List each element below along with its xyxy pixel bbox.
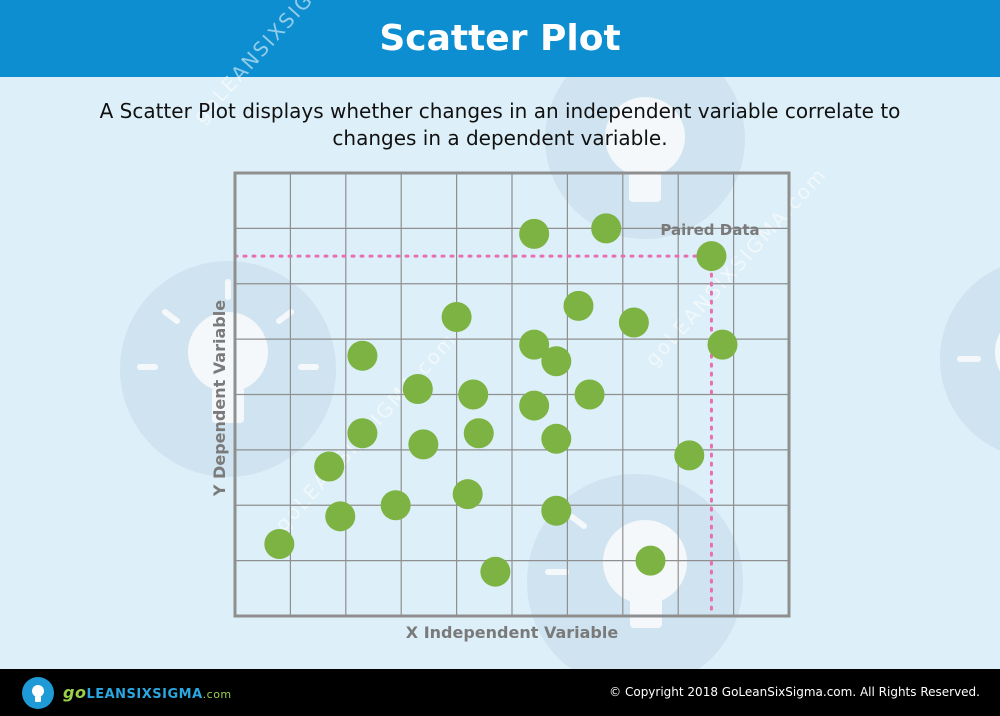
- brand-logo: goLEANSIXSIGMA.com: [63, 683, 232, 702]
- data-point: [347, 340, 378, 371]
- data-point: [519, 390, 550, 421]
- data-point: [707, 329, 738, 360]
- lightbulb-icon: [940, 267, 1000, 451]
- title-bar: Scatter Plot: [0, 0, 1000, 77]
- paired-data-guides: [233, 254, 713, 618]
- data-point: [541, 346, 572, 377]
- data-points: [264, 213, 738, 587]
- scatter-chart: X Independent Variable Y Dependent Varia…: [210, 171, 791, 642]
- data-point: [463, 418, 494, 449]
- data-point: [325, 501, 356, 532]
- data-point: [541, 495, 572, 526]
- paired-data-point: [696, 241, 727, 272]
- data-point: [519, 218, 550, 249]
- x-axis-label: X Independent Variable: [406, 623, 619, 642]
- data-point: [635, 545, 666, 576]
- copyright-text: © Copyright 2018 GoLeanSixSigma.com. All…: [609, 685, 980, 699]
- data-point: [541, 423, 572, 454]
- background-decoration: [120, 77, 1000, 669]
- data-point: [264, 529, 295, 560]
- data-point: [402, 373, 433, 404]
- data-point: [563, 290, 594, 321]
- paired-data-label: Paired Data: [660, 221, 759, 239]
- lightbulb-logo-icon: [22, 677, 54, 709]
- logo-com-text: .com: [202, 688, 232, 701]
- plot-frame: [233, 171, 791, 618]
- data-point: [574, 379, 605, 410]
- data-point: [674, 440, 705, 471]
- footer-bar: goLEANSIXSIGMA.com © Copyright 2018 GoLe…: [0, 669, 1000, 716]
- data-point: [380, 490, 411, 521]
- data-point: [591, 213, 622, 244]
- page-title: Scatter Plot: [379, 18, 621, 59]
- data-point: [441, 301, 472, 332]
- grid: [235, 173, 789, 616]
- data-point: [458, 379, 489, 410]
- logo-go-text: go: [63, 683, 87, 702]
- data-point: [618, 307, 649, 338]
- logo-name-text: LEANSIXSIGMA: [86, 687, 203, 702]
- description-text: A Scatter Plot displays whether changes …: [99, 99, 901, 150]
- lightbulb-icon: [545, 77, 745, 239]
- y-axis-label: Y Dependent Variable: [210, 300, 229, 497]
- data-point: [452, 479, 483, 510]
- data-point: [347, 418, 378, 449]
- data-point: [480, 556, 511, 587]
- data-point: [408, 429, 439, 460]
- data-point: [519, 329, 550, 360]
- data-point: [314, 451, 345, 482]
